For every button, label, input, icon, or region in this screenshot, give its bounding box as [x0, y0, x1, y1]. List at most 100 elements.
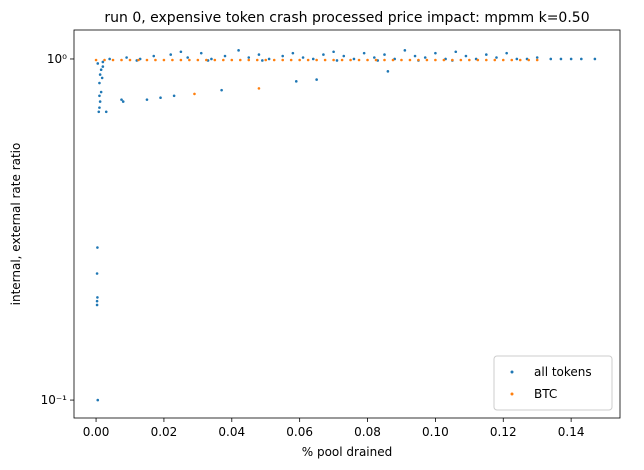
point: [301, 56, 305, 59]
point: [291, 51, 295, 55]
point: [535, 56, 539, 59]
point: [386, 70, 390, 73]
legend-label: all tokens: [534, 365, 592, 379]
point: [362, 51, 366, 55]
point: [315, 58, 318, 62]
point: [104, 110, 108, 114]
point: [569, 57, 573, 61]
x-tick-label: 0.02: [151, 425, 178, 439]
point: [188, 58, 191, 62]
point: [199, 51, 203, 55]
point: [247, 58, 251, 62]
point: [213, 58, 217, 62]
point: [98, 100, 102, 103]
point: [434, 58, 437, 62]
point: [311, 57, 315, 61]
point: [580, 57, 583, 61]
point: [352, 57, 356, 61]
x-tick-label: 0.04: [218, 425, 245, 439]
point: [505, 51, 508, 55]
point: [171, 58, 174, 62]
y-tick-label: 10⁻¹: [41, 393, 68, 407]
point: [193, 92, 196, 96]
point: [172, 94, 176, 98]
point: [289, 58, 293, 62]
point: [205, 58, 208, 62]
chart-title: run 0, expensive token crash processed p…: [104, 10, 589, 26]
point: [98, 94, 101, 98]
point: [98, 73, 102, 76]
point: [366, 58, 369, 62]
point: [442, 58, 446, 62]
point: [342, 54, 346, 58]
legend-marker: [510, 370, 514, 374]
point: [510, 58, 514, 62]
point: [434, 51, 437, 55]
point: [451, 58, 454, 62]
point: [111, 58, 115, 62]
point: [349, 58, 352, 62]
point: [159, 96, 162, 99]
x-tick-label: 0.14: [558, 425, 585, 439]
x-axis-label: % pool drained: [302, 445, 393, 459]
point: [222, 58, 225, 62]
point: [169, 53, 173, 56]
point: [298, 58, 301, 62]
point: [210, 57, 213, 61]
point: [464, 54, 468, 58]
point: [96, 296, 99, 299]
point: [261, 59, 264, 62]
point: [593, 57, 597, 61]
point: [408, 58, 412, 62]
point: [145, 98, 149, 101]
point: [108, 57, 111, 61]
point: [96, 398, 100, 402]
x-tick-label: 0.08: [354, 425, 381, 439]
point: [423, 56, 427, 59]
point: [95, 303, 99, 307]
point: [257, 53, 261, 56]
point: [99, 68, 103, 72]
point: [247, 56, 251, 59]
point: [549, 57, 553, 61]
point: [98, 106, 101, 109]
point: [96, 62, 100, 65]
point: [332, 50, 335, 54]
point: [400, 58, 403, 62]
point: [459, 58, 463, 62]
point: [374, 58, 378, 62]
point: [357, 58, 361, 62]
point: [120, 98, 123, 101]
point: [152, 54, 156, 58]
point: [223, 54, 227, 58]
point: [495, 56, 498, 59]
y-axis-label: internal, external rate ratio: [9, 143, 23, 306]
point: [468, 58, 471, 62]
point: [220, 88, 223, 92]
point: [294, 80, 298, 83]
point: [257, 87, 261, 90]
point: [281, 54, 284, 58]
point: [322, 53, 325, 56]
x-tick-label: 0.00: [83, 425, 110, 439]
point: [137, 58, 140, 62]
point: [417, 58, 420, 62]
point: [527, 58, 531, 62]
point: [103, 58, 106, 62]
point: [335, 59, 339, 62]
point: [493, 58, 497, 62]
point: [101, 65, 105, 68]
point: [128, 58, 132, 62]
point: [391, 58, 395, 62]
point: [315, 78, 318, 81]
point: [230, 58, 234, 62]
point: [515, 57, 519, 61]
point: [403, 49, 407, 52]
point: [99, 90, 103, 94]
point: [267, 57, 271, 61]
x-tick-label: 0.12: [490, 425, 517, 439]
point: [425, 58, 429, 62]
legend-marker: [510, 392, 514, 396]
point: [476, 58, 480, 62]
